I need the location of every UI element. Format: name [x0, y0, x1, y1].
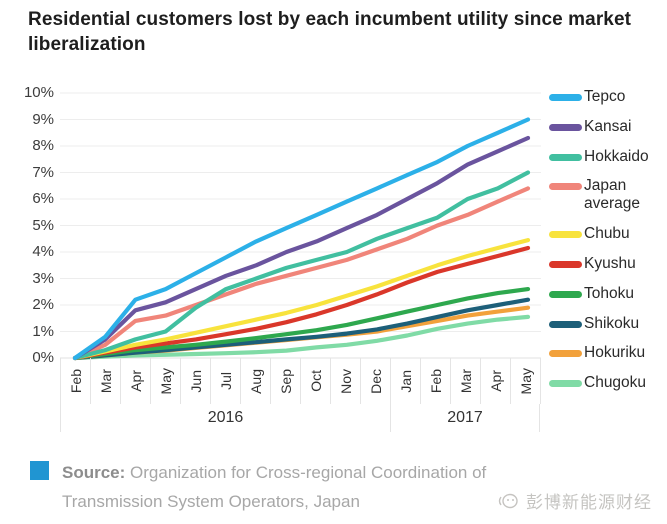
month-tick-cell: May	[151, 358, 181, 404]
legend-item-hokuriku: Hokuriku	[549, 344, 665, 362]
month-tick-label: Jul	[217, 372, 234, 390]
month-tick-cell: Apr	[121, 358, 151, 404]
line-tohoku	[72, 287, 531, 361]
y-tick-label: 5%	[32, 216, 54, 234]
legend-item-tohoku: Tohoku	[549, 285, 665, 303]
line-kansai	[72, 135, 531, 361]
legend-swatch	[549, 290, 582, 298]
legend-item-chugoku: Chugoku	[549, 374, 665, 392]
legend-label: Tepco	[584, 88, 626, 105]
legend-swatch	[549, 123, 582, 131]
month-tick-cell: Feb	[421, 358, 451, 404]
legend-label: Shikoku	[584, 314, 640, 332]
month-tick-label: May	[517, 367, 534, 395]
source-accent-square	[30, 461, 49, 480]
legend-item-tepco: Tepco	[549, 88, 665, 106]
month-tick-cell: Jan	[391, 358, 421, 404]
month-tick-label: Dec	[367, 368, 384, 394]
legend-swatch	[549, 380, 582, 388]
month-tick-label: Feb	[67, 368, 84, 394]
legend-label: Kyushu	[584, 254, 636, 272]
legend-label: Tohoku	[584, 284, 634, 302]
month-tick-cell: Apr	[481, 358, 511, 404]
month-tick-label: Mar	[97, 368, 114, 394]
month-tick-label: Aug	[247, 368, 264, 394]
month-tick-cell: Mar	[451, 358, 481, 404]
line-kyushu	[72, 245, 531, 361]
month-tick-cell: Jun	[181, 358, 211, 404]
month-tick-cell: Nov	[331, 358, 361, 404]
y-tick-label: 0%	[32, 349, 54, 366]
y-tick-label: 1%	[32, 322, 54, 340]
legend-item-japan-average: Japan average	[549, 177, 665, 213]
legend-item-chubu: Chubu	[549, 225, 665, 243]
month-tick-label: Feb	[427, 368, 444, 394]
watermark: 彭博新能源财经	[497, 488, 652, 513]
month-tick-label: May	[157, 367, 174, 395]
legend-item-kyushu: Kyushu	[549, 255, 665, 273]
legend-label: Chubu	[584, 225, 630, 243]
month-tick-cell: Mar	[91, 358, 121, 404]
page-title: Residential customers lost by each incum…	[28, 9, 632, 56]
legend-swatch	[549, 260, 582, 268]
x-axis-month-labels: Feb Mar Apr May Jun Jul Aug Sep Oct Nov Dec Jan Feb M…	[60, 358, 541, 404]
legend-swatch	[549, 153, 582, 161]
legend-label: Hokuriku	[584, 344, 646, 362]
legend-item-shikoku: Shikoku	[549, 315, 665, 333]
source-note: Source: Organization for Cross-regional …	[62, 458, 562, 516]
line-chart-plot	[60, 92, 541, 361]
month-tick-cell: May	[511, 358, 541, 404]
y-tick-label: 7%	[32, 163, 54, 181]
watermark-logo-icon	[498, 493, 518, 508]
legend-swatch	[549, 231, 582, 239]
legend-swatch	[549, 320, 582, 328]
y-tick-label: 4%	[32, 243, 54, 260]
watermark-text: 彭博新能源财经	[526, 493, 652, 512]
legend-label: Kansai	[584, 117, 632, 135]
month-tick-label: Jan	[397, 369, 414, 393]
month-tick-cell: Oct	[301, 358, 331, 404]
y-tick-label: 6%	[32, 190, 54, 207]
month-tick-label: Jun	[187, 369, 204, 393]
month-tick-label: Sep	[277, 368, 294, 394]
y-tick-label: 8%	[32, 137, 54, 154]
legend-item-hokkaido: Hokkaido	[549, 148, 665, 166]
x-axis-year-labels: 2016 2017	[60, 404, 541, 432]
month-tick-label: Apr	[127, 370, 144, 392]
month-tick-cell: Jul	[211, 358, 241, 404]
month-tick-label: Mar	[457, 368, 474, 394]
line-chugoku	[72, 314, 531, 361]
source-text: Organization for Cross-regional Coordina…	[62, 463, 487, 512]
legend-label: Chugoku	[584, 374, 647, 392]
y-axis-labels: 0% 1% 2% 3% 4% 5% 6% 7% 8% 9% 10%	[10, 84, 54, 366]
month-tick-cell: Sep	[271, 358, 301, 404]
month-tick-cell: Aug	[241, 358, 271, 404]
line-japan-average	[72, 186, 531, 361]
y-tick-label: 9%	[32, 110, 54, 128]
line-hokkaido	[72, 170, 531, 361]
legend-swatch	[549, 183, 582, 191]
month-tick-cell: Feb	[61, 358, 91, 404]
month-tick-cell: Dec	[361, 358, 391, 404]
legend-swatch	[549, 94, 582, 101]
year-label-2017: 2017	[390, 404, 540, 432]
source-label: Source:	[62, 463, 126, 482]
y-tick-label: 3%	[32, 269, 54, 287]
legend-label: Hokkaido	[584, 147, 649, 165]
legend-label: Japan average	[584, 177, 641, 213]
month-tick-label: Apr	[487, 370, 504, 392]
line-tepco	[72, 117, 531, 361]
month-tick-label: Oct	[307, 370, 324, 392]
legend-item-kansai: Kansai	[549, 118, 665, 136]
line-shikoku	[72, 297, 531, 361]
legend-swatch	[549, 350, 582, 358]
month-tick-label: Nov	[337, 368, 354, 394]
y-tick-label: 2%	[32, 296, 54, 313]
chart-legend: Tepco Kansai Hokkaido Japan average Chubu Kyu…	[549, 88, 665, 404]
year-label-2016: 2016	[60, 404, 390, 432]
line-chubu	[72, 238, 531, 361]
y-tick-label: 10%	[23, 84, 54, 101]
